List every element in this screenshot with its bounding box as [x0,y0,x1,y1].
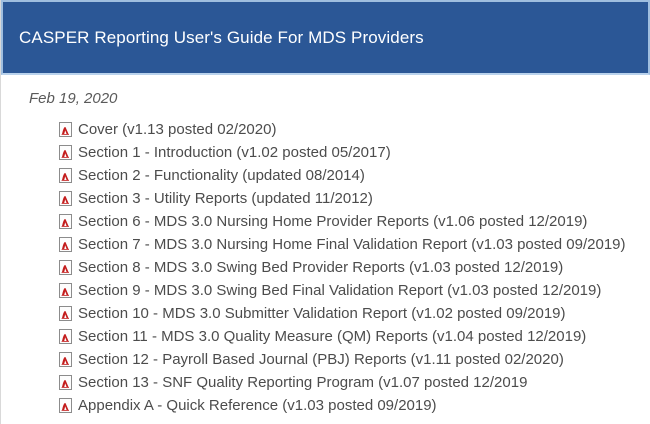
pdf-icon [59,214,72,229]
document-link[interactable]: Section 8 - MDS 3.0 Swing Bed Provider R… [59,259,563,276]
document-list-item: Section 2 - Functionality (updated 08/20… [59,164,650,187]
pdf-icon [59,352,72,367]
page-title: CASPER Reporting User's Guide For MDS Pr… [19,27,424,47]
document-list-item: Section 6 - MDS 3.0 Nursing Home Provide… [59,210,650,233]
document-label: Appendix A - Quick Reference (v1.03 post… [78,397,437,414]
document-list-item: Appendix A - Quick Reference (v1.03 post… [59,394,650,417]
document-label: Cover (v1.13 posted 02/2020) [78,121,277,138]
document-list: Cover (v1.13 posted 02/2020) Section 1 -… [1,118,650,417]
document-list-item: Section 8 - MDS 3.0 Swing Bed Provider R… [59,256,650,279]
document-link[interactable]: Section 3 - Utility Reports (updated 11/… [59,190,373,207]
pdf-icon [59,329,72,344]
document-label: Section 1 - Introduction (v1.02 posted 0… [78,144,391,161]
document-list-item: Cover (v1.13 posted 02/2020) [59,118,650,141]
document-label: Section 7 - MDS 3.0 Nursing Home Final V… [78,236,626,253]
document-label: Section 10 - MDS 3.0 Submitter Validatio… [78,305,566,322]
document-list-item: Section 7 - MDS 3.0 Nursing Home Final V… [59,233,650,256]
content-area: Feb 19, 2020 Cover (v1.13 posted 02/2020… [1,75,650,417]
pdf-icon [59,306,72,321]
pdf-icon [59,375,72,390]
pdf-icon [59,122,72,137]
document-list-item: Section 11 - MDS 3.0 Quality Measure (QM… [59,325,650,348]
document-link[interactable]: Section 1 - Introduction (v1.02 posted 0… [59,144,391,161]
document-link[interactable]: Section 2 - Functionality (updated 08/20… [59,167,365,184]
document-list-item: Section 10 - MDS 3.0 Submitter Validatio… [59,302,650,325]
document-label: Section 13 - SNF Quality Reporting Progr… [78,374,528,391]
document-label: Section 8 - MDS 3.0 Swing Bed Provider R… [78,259,564,276]
document-link[interactable]: Section 11 - MDS 3.0 Quality Measure (QM… [59,328,586,345]
header-bar: CASPER Reporting User's Guide For MDS Pr… [1,0,650,75]
pdf-icon [59,237,72,252]
document-link[interactable]: Appendix A - Quick Reference (v1.03 post… [59,397,437,414]
pdf-icon [59,398,72,413]
document-link[interactable]: Section 10 - MDS 3.0 Submitter Validatio… [59,305,566,322]
pdf-icon [59,145,72,160]
document-label: Section 6 - MDS 3.0 Nursing Home Provide… [78,213,588,230]
pdf-icon [59,168,72,183]
document-link[interactable]: Section 9 - MDS 3.0 Swing Bed Final Vali… [59,282,601,299]
document-label: Section 2 - Functionality (updated 08/20… [78,167,365,184]
document-link[interactable]: Section 13 - SNF Quality Reporting Progr… [59,374,527,391]
document-list-item: Section 12 - Payroll Based Journal (PBJ)… [59,348,650,371]
document-list-item: Section 3 - Utility Reports (updated 11/… [59,187,650,210]
document-list-item: Section 1 - Introduction (v1.02 posted 0… [59,141,650,164]
pdf-icon [59,283,72,298]
document-list-item: Section 9 - MDS 3.0 Swing Bed Final Vali… [59,279,650,302]
document-list-item: Section 13 - SNF Quality Reporting Progr… [59,371,650,394]
document-label: Section 9 - MDS 3.0 Swing Bed Final Vali… [78,282,602,299]
document-link[interactable]: Section 12 - Payroll Based Journal (PBJ)… [59,351,564,368]
document-link[interactable]: Section 6 - MDS 3.0 Nursing Home Provide… [59,213,587,230]
document-label: Section 3 - Utility Reports (updated 11/… [78,190,373,207]
pdf-icon [59,191,72,206]
date-label: Feb 19, 2020 [29,90,118,107]
pdf-icon [59,260,72,275]
document-label: Section 11 - MDS 3.0 Quality Measure (QM… [78,328,587,345]
document-label: Section 12 - Payroll Based Journal (PBJ)… [78,351,564,368]
document-link[interactable]: Cover (v1.13 posted 02/2020) [59,121,276,138]
document-link[interactable]: Section 7 - MDS 3.0 Nursing Home Final V… [59,236,626,253]
